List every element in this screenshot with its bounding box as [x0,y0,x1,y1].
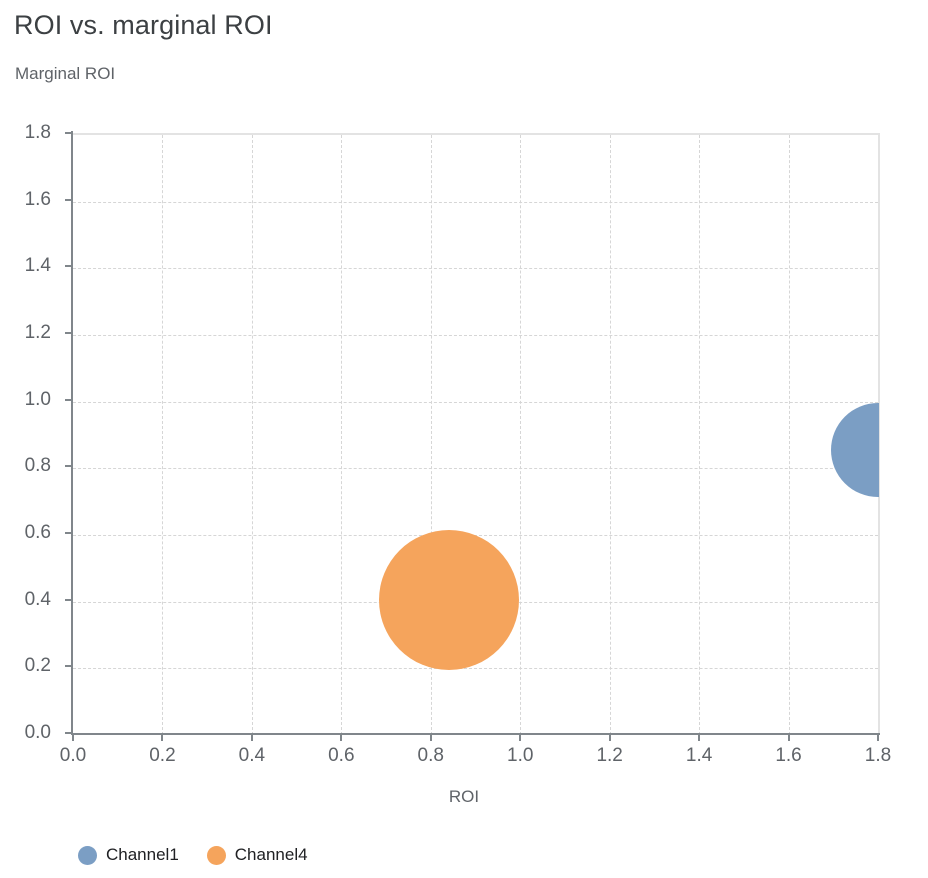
gridline-horizontal [73,201,878,203]
bubble-channel1[interactable] [831,402,879,497]
x-tick-label: 1.8 [864,745,892,766]
y-tick-mark [65,532,73,534]
x-tick-label: 0.8 [417,745,444,766]
x-tick-mark [72,733,74,741]
legend-swatch-circle-icon [78,845,97,865]
gridline-vertical [520,135,522,735]
gridline-horizontal [73,468,878,470]
y-axis-line [71,131,73,735]
x-tick-label: 1.6 [775,745,802,766]
legend-label: Channel1 [106,845,179,864]
x-tick-mark [608,733,611,741]
gridline-horizontal [73,668,878,670]
gridline-vertical [609,135,611,735]
gridline-vertical [699,135,701,735]
legend-item-channel4[interactable]: Channel4 [206,845,308,865]
chart-subtitle: Marginal ROI [15,64,116,83]
x-tick-mark [787,733,790,741]
gridline-vertical [162,135,164,735]
gridline-vertical [251,135,253,735]
x-tick-mark [877,733,879,741]
gridline-horizontal [73,335,878,336]
gridline-horizontal [73,401,878,403]
x-tick-label: 0.2 [149,745,176,766]
legend-label: Channel4 [234,845,308,864]
y-tick-label: 1.0 [24,388,51,410]
x-tick-mark [340,733,343,741]
y-tick-mark [65,665,73,668]
x-tick-mark [698,733,701,741]
y-tick-label: 0.4 [24,588,51,610]
y-tick-label: 1.6 [24,188,51,210]
y-tick-mark [65,598,73,601]
y-tick-mark [65,332,73,334]
x-tick-mark [429,733,432,741]
y-tick-label: 0.2 [24,655,51,677]
gridline-vertical [341,135,343,735]
bubble-channel4[interactable] [378,529,519,670]
page-title: ROI vs. marginal ROI [14,10,273,40]
y-tick-label: 1.4 [24,255,51,277]
y-tick-label: 0.8 [24,455,51,477]
x-tick-label: 0.4 [238,745,266,766]
y-tick-label: 1.2 [24,322,51,343]
legend-item-channel1[interactable]: Channel1 [78,845,179,865]
y-tick-mark [65,198,73,201]
gridline-vertical [430,135,432,735]
gridline-horizontal [73,268,878,270]
x-tick-label: 0.6 [328,745,355,766]
data-points-layer [73,133,879,733]
x-tick-label: 1.4 [685,745,713,766]
y-tick-mark [65,398,73,401]
x-tick-label: 0.0 [59,745,87,766]
x-tick-mark [161,733,164,741]
y-tick-mark [65,732,73,734]
y-tick-label: 0.0 [24,722,51,743]
y-tick-label: 0.6 [24,522,51,543]
legend-swatch-circle-icon [206,845,226,865]
x-axis-line [71,733,880,735]
x-tick-label: 1.2 [596,745,623,766]
y-tick-mark [65,265,73,268]
x-tick-mark [519,733,522,741]
y-tick-mark [65,132,73,134]
x-tick-label: 1.0 [507,745,534,766]
chart-legend: Channel1 Channel4 [78,845,308,865]
gridline-vertical [788,135,790,735]
x-axis-title: ROI [448,787,480,806]
y-tick-label: 1.8 [24,122,51,143]
x-tick-mark [250,733,253,741]
y-tick-mark [65,465,73,468]
